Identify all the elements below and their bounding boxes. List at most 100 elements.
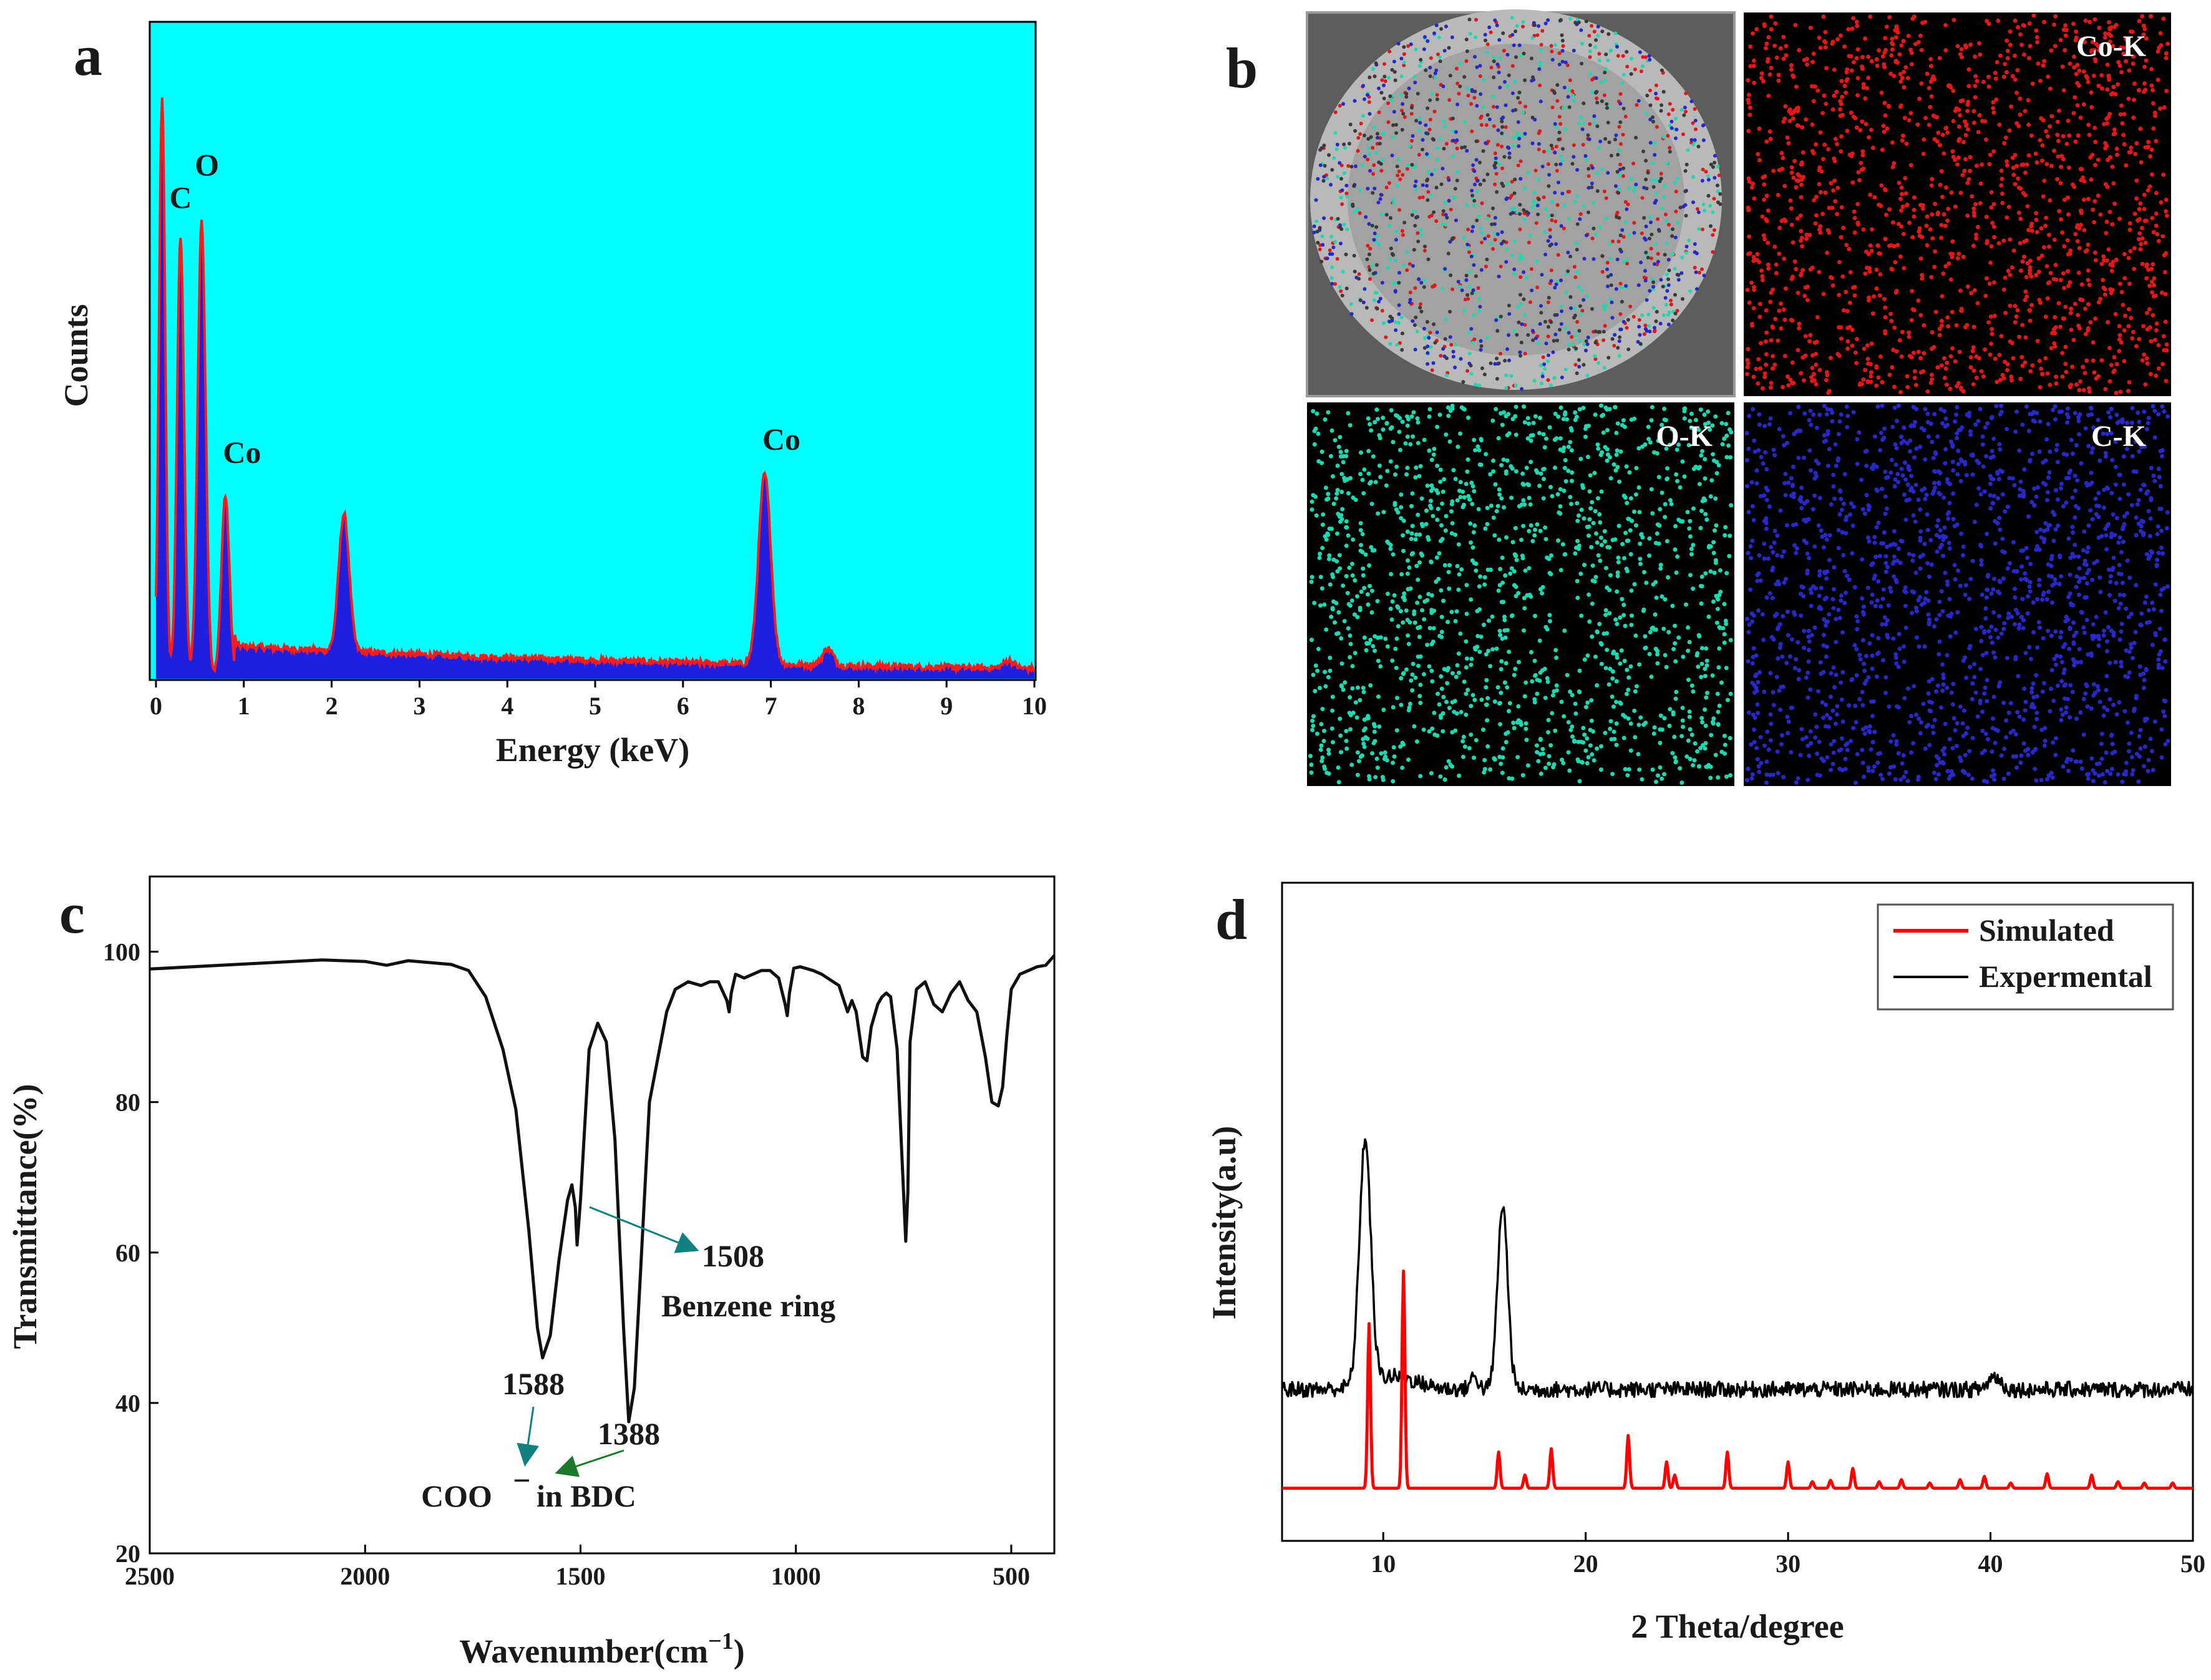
co-k-dot bbox=[1797, 326, 1802, 331]
co-k-dot bbox=[1795, 216, 1800, 221]
co-k-dot bbox=[1968, 355, 1973, 360]
a-x-tick-label: 3 bbox=[413, 692, 425, 720]
o-k-dot bbox=[1698, 526, 1703, 530]
o-k-dot bbox=[1409, 537, 1414, 541]
o-k-dot bbox=[1453, 619, 1458, 624]
c-k-dot bbox=[1883, 469, 1888, 474]
sem-overlay-dot bbox=[1620, 81, 1624, 85]
o-k-dot bbox=[1310, 727, 1315, 732]
o-k-dot bbox=[1336, 610, 1341, 615]
sem-overlay-dot bbox=[1713, 160, 1717, 165]
sem-overlay-dot bbox=[1673, 235, 1678, 240]
co-k-dot bbox=[1935, 139, 1940, 144]
co-k-dot bbox=[2077, 246, 2082, 251]
o-k-dot bbox=[1417, 532, 1422, 537]
o-k-dot bbox=[1532, 533, 1537, 538]
co-k-dot bbox=[2132, 97, 2136, 102]
co-k-dot bbox=[2114, 22, 2119, 27]
o-k-dot bbox=[1396, 624, 1401, 629]
sem-overlay-dot bbox=[1547, 214, 1551, 218]
o-k-dot bbox=[1458, 431, 1463, 436]
c-k-dot bbox=[2023, 651, 2028, 656]
o-k-dot bbox=[1537, 678, 1542, 683]
o-k-dot bbox=[1474, 568, 1479, 573]
co-k-dot bbox=[2009, 104, 2014, 109]
sem-overlay-dot bbox=[1523, 104, 1528, 109]
sem-overlay-dot bbox=[1671, 252, 1675, 256]
o-k-dot bbox=[1656, 541, 1661, 546]
co-k-dot bbox=[1880, 147, 1885, 152]
sem-overlay-dot bbox=[1520, 134, 1524, 138]
o-k-dot bbox=[1331, 474, 1335, 479]
o-k-dot bbox=[1708, 427, 1713, 432]
sem-overlay-dot bbox=[1349, 165, 1354, 169]
o-k-dot bbox=[1436, 490, 1441, 495]
sem-overlay-dot bbox=[1605, 102, 1609, 106]
c-k-dot bbox=[1784, 661, 1789, 666]
co-k-dot bbox=[2120, 121, 2125, 126]
sem-overlay-dot bbox=[1616, 240, 1621, 244]
o-k-dot bbox=[1704, 646, 1709, 651]
sem-overlay-dot bbox=[1538, 83, 1542, 87]
o-k-dot bbox=[1366, 714, 1371, 719]
o-k-dot bbox=[1706, 420, 1711, 425]
co-k-dot bbox=[2141, 23, 2146, 28]
sem-overlay-dot bbox=[1439, 354, 1443, 358]
sem-overlay-dot bbox=[1631, 314, 1636, 319]
sem-overlay-dot bbox=[1479, 116, 1483, 120]
o-k-dot bbox=[1441, 598, 1446, 603]
co-k-dot bbox=[2121, 303, 2126, 308]
co-k-dot bbox=[2086, 386, 2091, 391]
co-k-dot bbox=[1976, 356, 1981, 361]
sem-overlay-dot bbox=[1479, 268, 1484, 272]
o-k-dot bbox=[1664, 664, 1669, 669]
c-k-dot bbox=[2070, 495, 2075, 500]
o-k-dot bbox=[1425, 643, 1430, 648]
o-k-dot bbox=[1578, 571, 1583, 576]
o-k-dot bbox=[1471, 530, 1476, 535]
o-k-dot bbox=[1308, 754, 1313, 759]
co-k-dot bbox=[1781, 307, 1786, 312]
co-k-dot bbox=[1842, 44, 1847, 49]
sem-overlay-dot bbox=[1606, 58, 1610, 62]
sem-overlay-dot bbox=[1432, 210, 1436, 215]
co-k-dot bbox=[1890, 47, 1895, 52]
sem-overlay-dot bbox=[1614, 287, 1618, 291]
co-k-dot bbox=[2126, 324, 2131, 329]
c-k-dot bbox=[2141, 671, 2146, 676]
sem-overlay-dot bbox=[1693, 138, 1697, 142]
o-k-dot bbox=[1322, 602, 1327, 607]
c-k-dot bbox=[1874, 674, 1879, 679]
sem-overlay-dot bbox=[1592, 114, 1596, 119]
co-k-dot bbox=[2065, 238, 2070, 243]
o-k-dot bbox=[1562, 552, 1567, 557]
co-k-dot bbox=[1774, 262, 1779, 267]
o-k-dot bbox=[1693, 741, 1698, 746]
sem-overlay-dot bbox=[1451, 154, 1455, 158]
o-k-dot bbox=[1516, 704, 1521, 709]
sem-overlay-dot bbox=[1513, 79, 1517, 84]
co-k-dot bbox=[1772, 43, 1777, 48]
co-k-dot bbox=[2121, 46, 2126, 51]
o-k-dot bbox=[1352, 612, 1357, 617]
co-k-dot bbox=[1958, 113, 1963, 118]
co-k-dot bbox=[1950, 255, 1955, 260]
sem-overlay-dot bbox=[1643, 236, 1647, 240]
co-k-dot bbox=[2129, 145, 2134, 150]
sem-overlay-dot bbox=[1400, 229, 1404, 233]
co-k-dot bbox=[2014, 314, 2019, 319]
o-k-dot bbox=[1664, 477, 1669, 482]
co-k-dot bbox=[1907, 118, 1912, 123]
co-k-dot bbox=[1949, 190, 1954, 195]
co-k-dot bbox=[1819, 190, 1823, 195]
sem-overlay-dot bbox=[1451, 116, 1455, 120]
co-k-dot bbox=[2164, 342, 2169, 347]
o-k-dot bbox=[1603, 539, 1607, 544]
o-k-dot bbox=[1401, 533, 1406, 538]
o-k-dot bbox=[1388, 426, 1393, 431]
co-k-dot bbox=[2044, 129, 2049, 134]
co-k-dot bbox=[2110, 222, 2115, 227]
co-k-dot bbox=[1902, 115, 1907, 120]
sem-overlay-dot bbox=[1412, 209, 1416, 213]
